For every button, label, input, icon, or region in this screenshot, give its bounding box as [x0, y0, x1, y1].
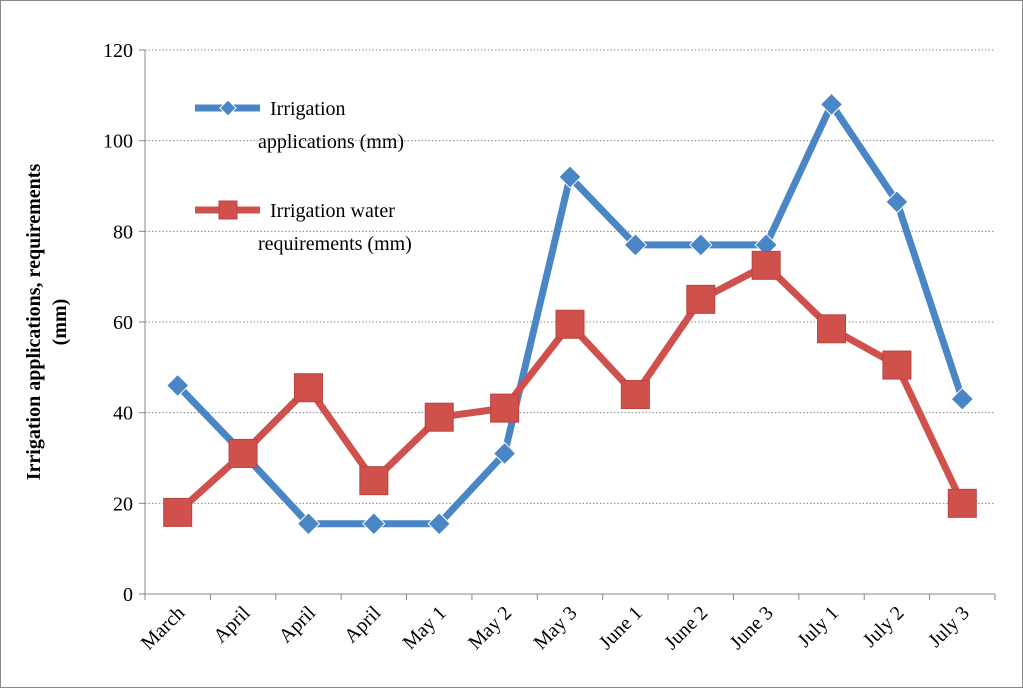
y-tick-label: 100 [103, 131, 133, 153]
point [623, 233, 648, 257]
point [882, 350, 912, 380]
y-tick-label: 40 [113, 403, 133, 425]
y-tick-label: 80 [113, 221, 133, 243]
legend-label: Irrigation water requirements (mm) [258, 200, 412, 255]
point [950, 387, 975, 411]
point [492, 441, 517, 466]
point [228, 438, 258, 468]
y-tick-label: 0 [123, 584, 133, 606]
point [490, 393, 520, 423]
legend-marker [218, 200, 238, 220]
legend-marker [219, 99, 237, 117]
y-tick-label: 60 [113, 312, 133, 334]
point [427, 512, 451, 536]
point [819, 92, 844, 117]
point [686, 284, 716, 314]
y-axis-label: Irrigation applications, requirements (mm… [23, 164, 71, 481]
point [359, 466, 389, 496]
point [751, 250, 781, 280]
point [424, 402, 454, 432]
point [689, 233, 713, 257]
point [558, 165, 582, 189]
y-tick-label: 120 [103, 40, 133, 62]
y-tick-label: 20 [113, 493, 133, 515]
point [165, 373, 190, 398]
point [555, 309, 585, 339]
point [620, 380, 650, 410]
point [293, 373, 323, 403]
point [163, 497, 193, 527]
point [947, 488, 977, 518]
point [296, 512, 321, 536]
point [362, 512, 386, 536]
point [885, 190, 909, 214]
legend-label: Irrigation applications (mm) [258, 98, 404, 153]
point [817, 314, 847, 344]
